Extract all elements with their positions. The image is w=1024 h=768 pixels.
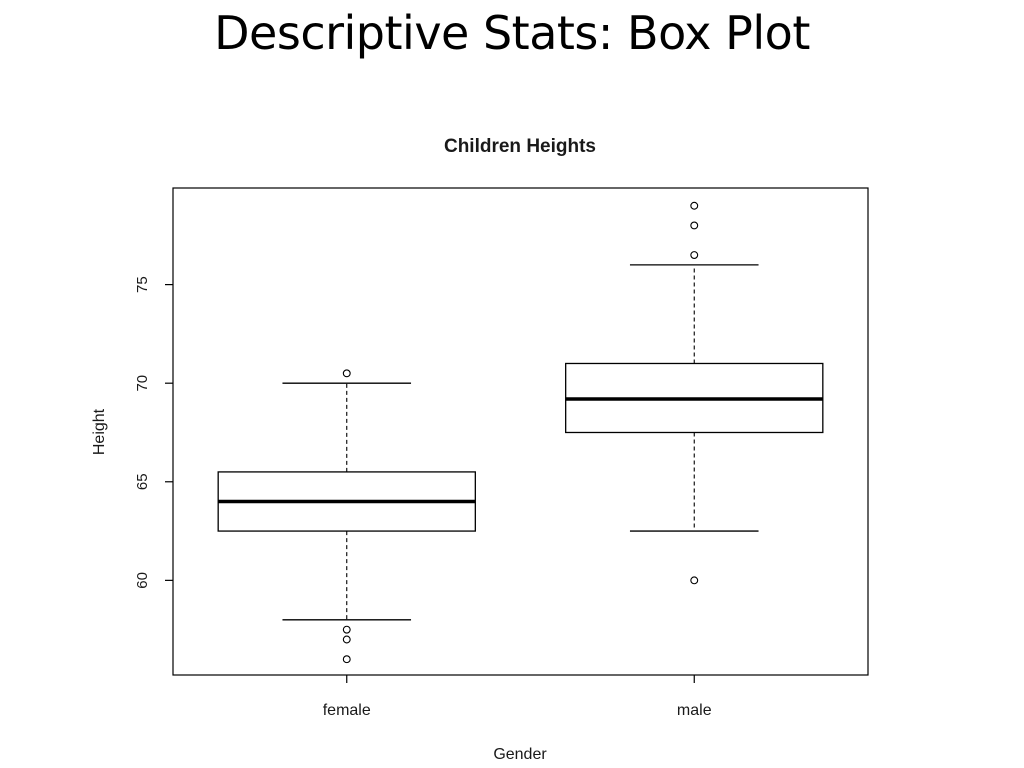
y-tick-label: 65 — [134, 473, 151, 490]
y-tick-label: 70 — [134, 375, 151, 392]
x-tick-label: female — [323, 702, 371, 719]
chart-title: Children Heights — [444, 136, 596, 157]
outlier-point — [342, 635, 351, 644]
outlier-point — [690, 251, 699, 259]
y-tick-label: 60 — [134, 572, 151, 589]
x-tick-label: male — [677, 702, 712, 719]
outlier-point — [690, 221, 699, 230]
x-axis: female male — [323, 675, 712, 719]
outlier-point — [342, 655, 351, 664]
plot-frame — [172, 187, 869, 676]
y-axis-label: Height — [91, 408, 108, 455]
y-tick-label: 75 — [134, 276, 151, 293]
boxes — [217, 201, 824, 664]
box-group-female — [217, 369, 476, 664]
x-axis-label: Gender — [493, 746, 547, 763]
outlier-point — [690, 201, 699, 210]
outlier-point — [342, 369, 351, 378]
slide-title: Descriptive Stats: Box Plot — [214, 6, 810, 60]
outlier-point — [342, 625, 351, 634]
y-axis: 60 65 70 75 — [134, 276, 173, 589]
outlier-point — [690, 576, 699, 585]
box-group-male — [565, 201, 824, 585]
